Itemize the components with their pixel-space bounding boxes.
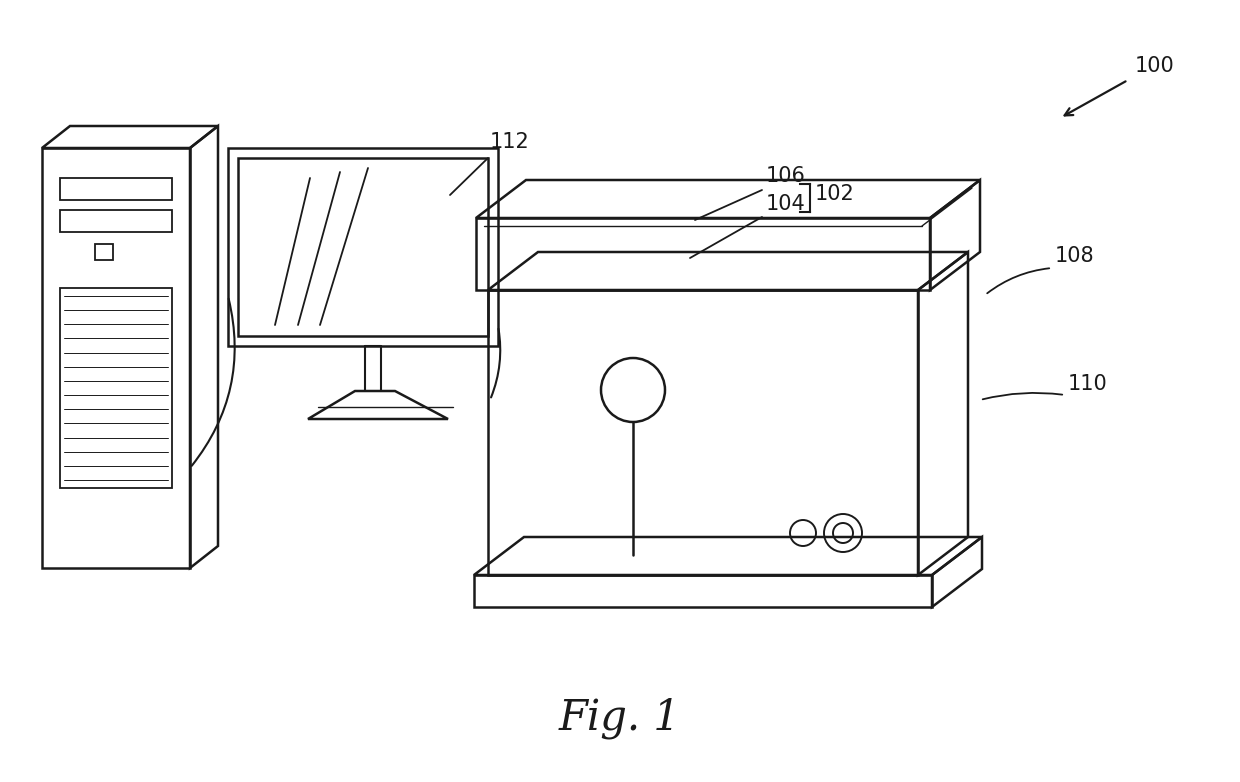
Text: 104: 104 bbox=[766, 194, 806, 214]
Bar bbox=[238, 158, 489, 336]
FancyArrowPatch shape bbox=[192, 299, 234, 466]
Bar bbox=[476, 218, 930, 290]
FancyArrowPatch shape bbox=[982, 393, 1063, 400]
Bar bbox=[95, 244, 113, 260]
Text: Fig. 1: Fig. 1 bbox=[559, 697, 681, 739]
Text: 102: 102 bbox=[815, 184, 854, 204]
Text: 110: 110 bbox=[1068, 374, 1107, 394]
Bar bbox=[474, 575, 932, 607]
Bar bbox=[42, 148, 190, 568]
FancyArrowPatch shape bbox=[987, 268, 1049, 293]
Bar bbox=[60, 288, 172, 488]
Text: 100: 100 bbox=[1135, 56, 1174, 76]
Bar bbox=[489, 290, 918, 575]
Text: 106: 106 bbox=[766, 166, 806, 186]
Bar bbox=[228, 148, 498, 346]
Text: 108: 108 bbox=[1055, 246, 1095, 266]
Text: 112: 112 bbox=[490, 132, 529, 152]
FancyArrowPatch shape bbox=[491, 328, 500, 397]
Bar bbox=[60, 178, 172, 200]
Bar bbox=[60, 210, 172, 232]
